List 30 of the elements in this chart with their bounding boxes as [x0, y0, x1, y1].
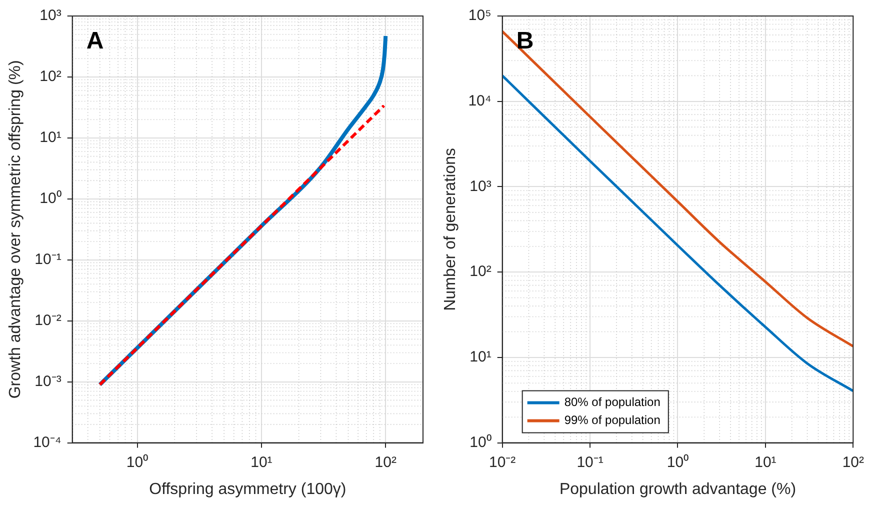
y-axis-title: Number of generations: [442, 148, 460, 311]
x-tick-label: 10⁻²: [488, 454, 516, 471]
y-tick-label: 10²: [40, 68, 62, 86]
y-tick-label: 10⁻³: [34, 372, 62, 390]
x-tick-label: 10²: [374, 454, 396, 471]
y-tick-label: 10⁻²: [34, 312, 62, 329]
x-tick-label: 10¹: [250, 454, 272, 471]
y-tick-label: 10³: [40, 7, 62, 24]
y-tick-label: 10¹: [470, 348, 492, 366]
y-tick-label: 10⁻¹: [34, 251, 62, 268]
x-tick-label: 10¹: [754, 454, 776, 471]
y-tick-label: 10⁴: [468, 92, 492, 110]
x-tick-label: 10²: [842, 454, 864, 471]
y-tick-label: 10⁰: [40, 190, 62, 208]
y-tick-label: 10²: [470, 263, 492, 280]
y-tick-label: 10⁻⁴: [33, 434, 62, 451]
y-axis-title: Growth advantage over symmetric offspring (%): [7, 60, 24, 399]
x-tick-label: 10⁻¹: [576, 454, 604, 471]
x-axis-title: Population growth advantage (%): [559, 480, 796, 498]
annotation: B: [516, 28, 534, 55]
y-tick-label: 10⁰: [470, 434, 492, 451]
annotation: A: [86, 28, 104, 55]
x-axis-title: Offspring asymmetry (100γ): [149, 480, 346, 498]
y-tick-label: 10¹: [40, 129, 62, 146]
legend-label: 99% of population: [564, 413, 660, 428]
y-tick-label: 10⁵: [468, 7, 492, 24]
y-tick-label: 10³: [470, 178, 492, 195]
legend-label: 80% of population: [564, 395, 660, 410]
x-tick-label: 10⁰: [126, 454, 148, 471]
x-tick-label: 10⁰: [666, 454, 689, 471]
